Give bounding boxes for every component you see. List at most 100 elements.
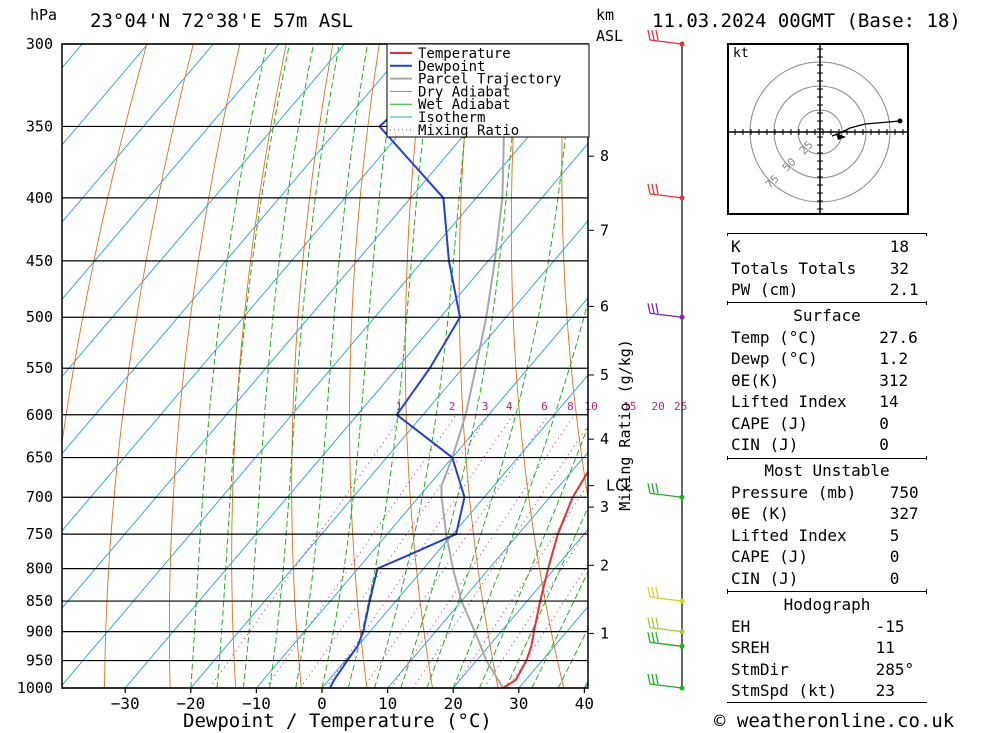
most-unstable-title: Most Unstable [764,461,890,480]
copyright-link[interactable]: © weatheronline.co.uk [714,710,955,732]
pressure-tick-label: 350 [26,117,53,135]
legend-label: Isotherm [418,110,485,126]
lcl-label: LCL [606,477,633,495]
top-row: Totals Totals 32 [727,258,927,280]
mu-row: CAPE (J) 0 [727,546,927,568]
mixing-ratio-tick-label: 20 [652,400,665,413]
dry-adiabat-line [937,44,1000,688]
mu-value: 5 [889,525,900,545]
legend-box [386,43,590,138]
surface-row: Temp (°C) 27.6 [727,327,927,349]
wind-barb-shaft [649,193,683,199]
mixing-ratio-tick-label: 6 [541,400,548,413]
surface-value: 0 [879,413,889,433]
pressure-tick-label: 300 [26,35,53,53]
isotherm-line [62,44,280,300]
x-tick-label: 40 [575,694,594,713]
surface-row: CAPE (J) 0 [727,413,927,435]
hodo-label: EH [731,616,751,636]
pressure-tick-label: 400 [26,189,53,207]
wind-barb-shaft [649,626,683,633]
km-tick-label: 4 [600,430,609,448]
parcel-trajectory-line [440,44,510,688]
surface-label: Dewp (°C) [731,349,818,368]
wind-barb-shaft [649,596,683,602]
mixing-ratio-axis-label: Mixing Ratio (g/kg) [616,339,634,511]
mu-label: Pressure (mb) [731,482,857,502]
wind-barb-flag [647,617,651,628]
km-tick-label: 1 [600,624,609,642]
dry-adiabat-line [510,44,565,688]
hodo-row: EH -15 [727,616,927,638]
wind-barb-shaft [649,492,683,498]
surface-row: CIN (J) 0 [727,434,927,456]
hodo-value: 285° [875,659,915,679]
pressure-tick-label: 950 [26,652,53,670]
isotherm-line [62,44,345,378]
wind-barb-flag [647,303,651,314]
x-tick-label: 0 [317,694,327,713]
mu-row: Pressure (mb) 750 [727,482,927,504]
mu-value: 0 [889,547,900,566]
wind-barb-flag [651,303,655,314]
wind-barb-flag [651,586,655,598]
hodograph-index-title: Hodograph [783,595,871,614]
surface-row: Dewp (°C) 1.2 [727,348,927,370]
surface-value: 14 [879,392,899,411]
surface-value: 27.6 [879,327,918,347]
hodo-row: StmSpd (kt) 23 [727,680,927,702]
km-tick-label: 5 [600,366,609,384]
wind-barb-flag [651,183,655,195]
mixing-ratio-line [209,414,404,688]
wind-barb-flag [655,586,659,598]
wind-barb-flag [647,183,651,195]
wind-barb-shaft [649,683,683,689]
dry-adiabat-line [231,44,287,688]
surface-label: Temp (°C) [731,327,818,347]
isotherm-line [62,65,588,686]
datetime-title: 11.03.2024 00GMT (Base: 18) [652,10,961,32]
hodo-value: 11 [875,638,895,657]
top-label: PW (cm) [731,280,799,299]
wind-barb-flag [647,586,651,598]
wind-barb-flag [647,483,651,494]
mu-value: 327 [889,504,919,523]
surface-value: 0 [879,435,889,454]
x-tick-label: −20 [176,694,205,713]
dry-adiabat-line [404,44,433,688]
hodo-value: 23 [875,681,895,700]
wind-barb-shaft [649,312,683,318]
temperature-line [502,469,588,688]
location-title: 23°04'N 72°38'E 57m ASL [90,10,354,32]
legend-label: Parcel Trajectory [418,72,561,88]
pressure-tick-label: 900 [26,623,53,641]
top-value: 32 [889,258,909,278]
hodo-label: StmSpd (kt) [731,681,837,700]
wind-barb-flag [651,29,655,41]
top-row: PW (cm) 2.1 [727,279,927,301]
surface-value: 312 [879,370,909,390]
km-tick-label: 7 [600,221,609,239]
x-tick-label: 10 [378,694,397,713]
indices-top-table: K 18 Totals Totals 32 PW (cm) 2.1 [727,236,927,301]
mu-value: 750 [889,482,919,502]
pressure-tick-label: 500 [26,308,53,326]
hodo-row: StmDir 285° [727,659,927,681]
x-tick-label: −30 [111,694,140,713]
wind-barb-flag [647,632,651,643]
hodograph-index-table: Hodograph EH -15 SREH 11 StmDir 285° StmSpd (k… [727,594,927,702]
surface-row: Lifted Index 14 [727,391,927,413]
wind-barb-flag [655,183,659,195]
isotherm-line [124,142,588,688]
surface-row: θE(K) 312 [727,370,927,392]
wind-barb-flag [655,617,659,628]
hodograph-trace [831,120,901,137]
wind-barb-flag [651,617,655,628]
mixing-ratio-line [363,414,549,688]
wet-adiabat-line [295,44,369,688]
surface-value: 1.2 [879,349,909,368]
mixing-ratio-line [483,527,588,688]
